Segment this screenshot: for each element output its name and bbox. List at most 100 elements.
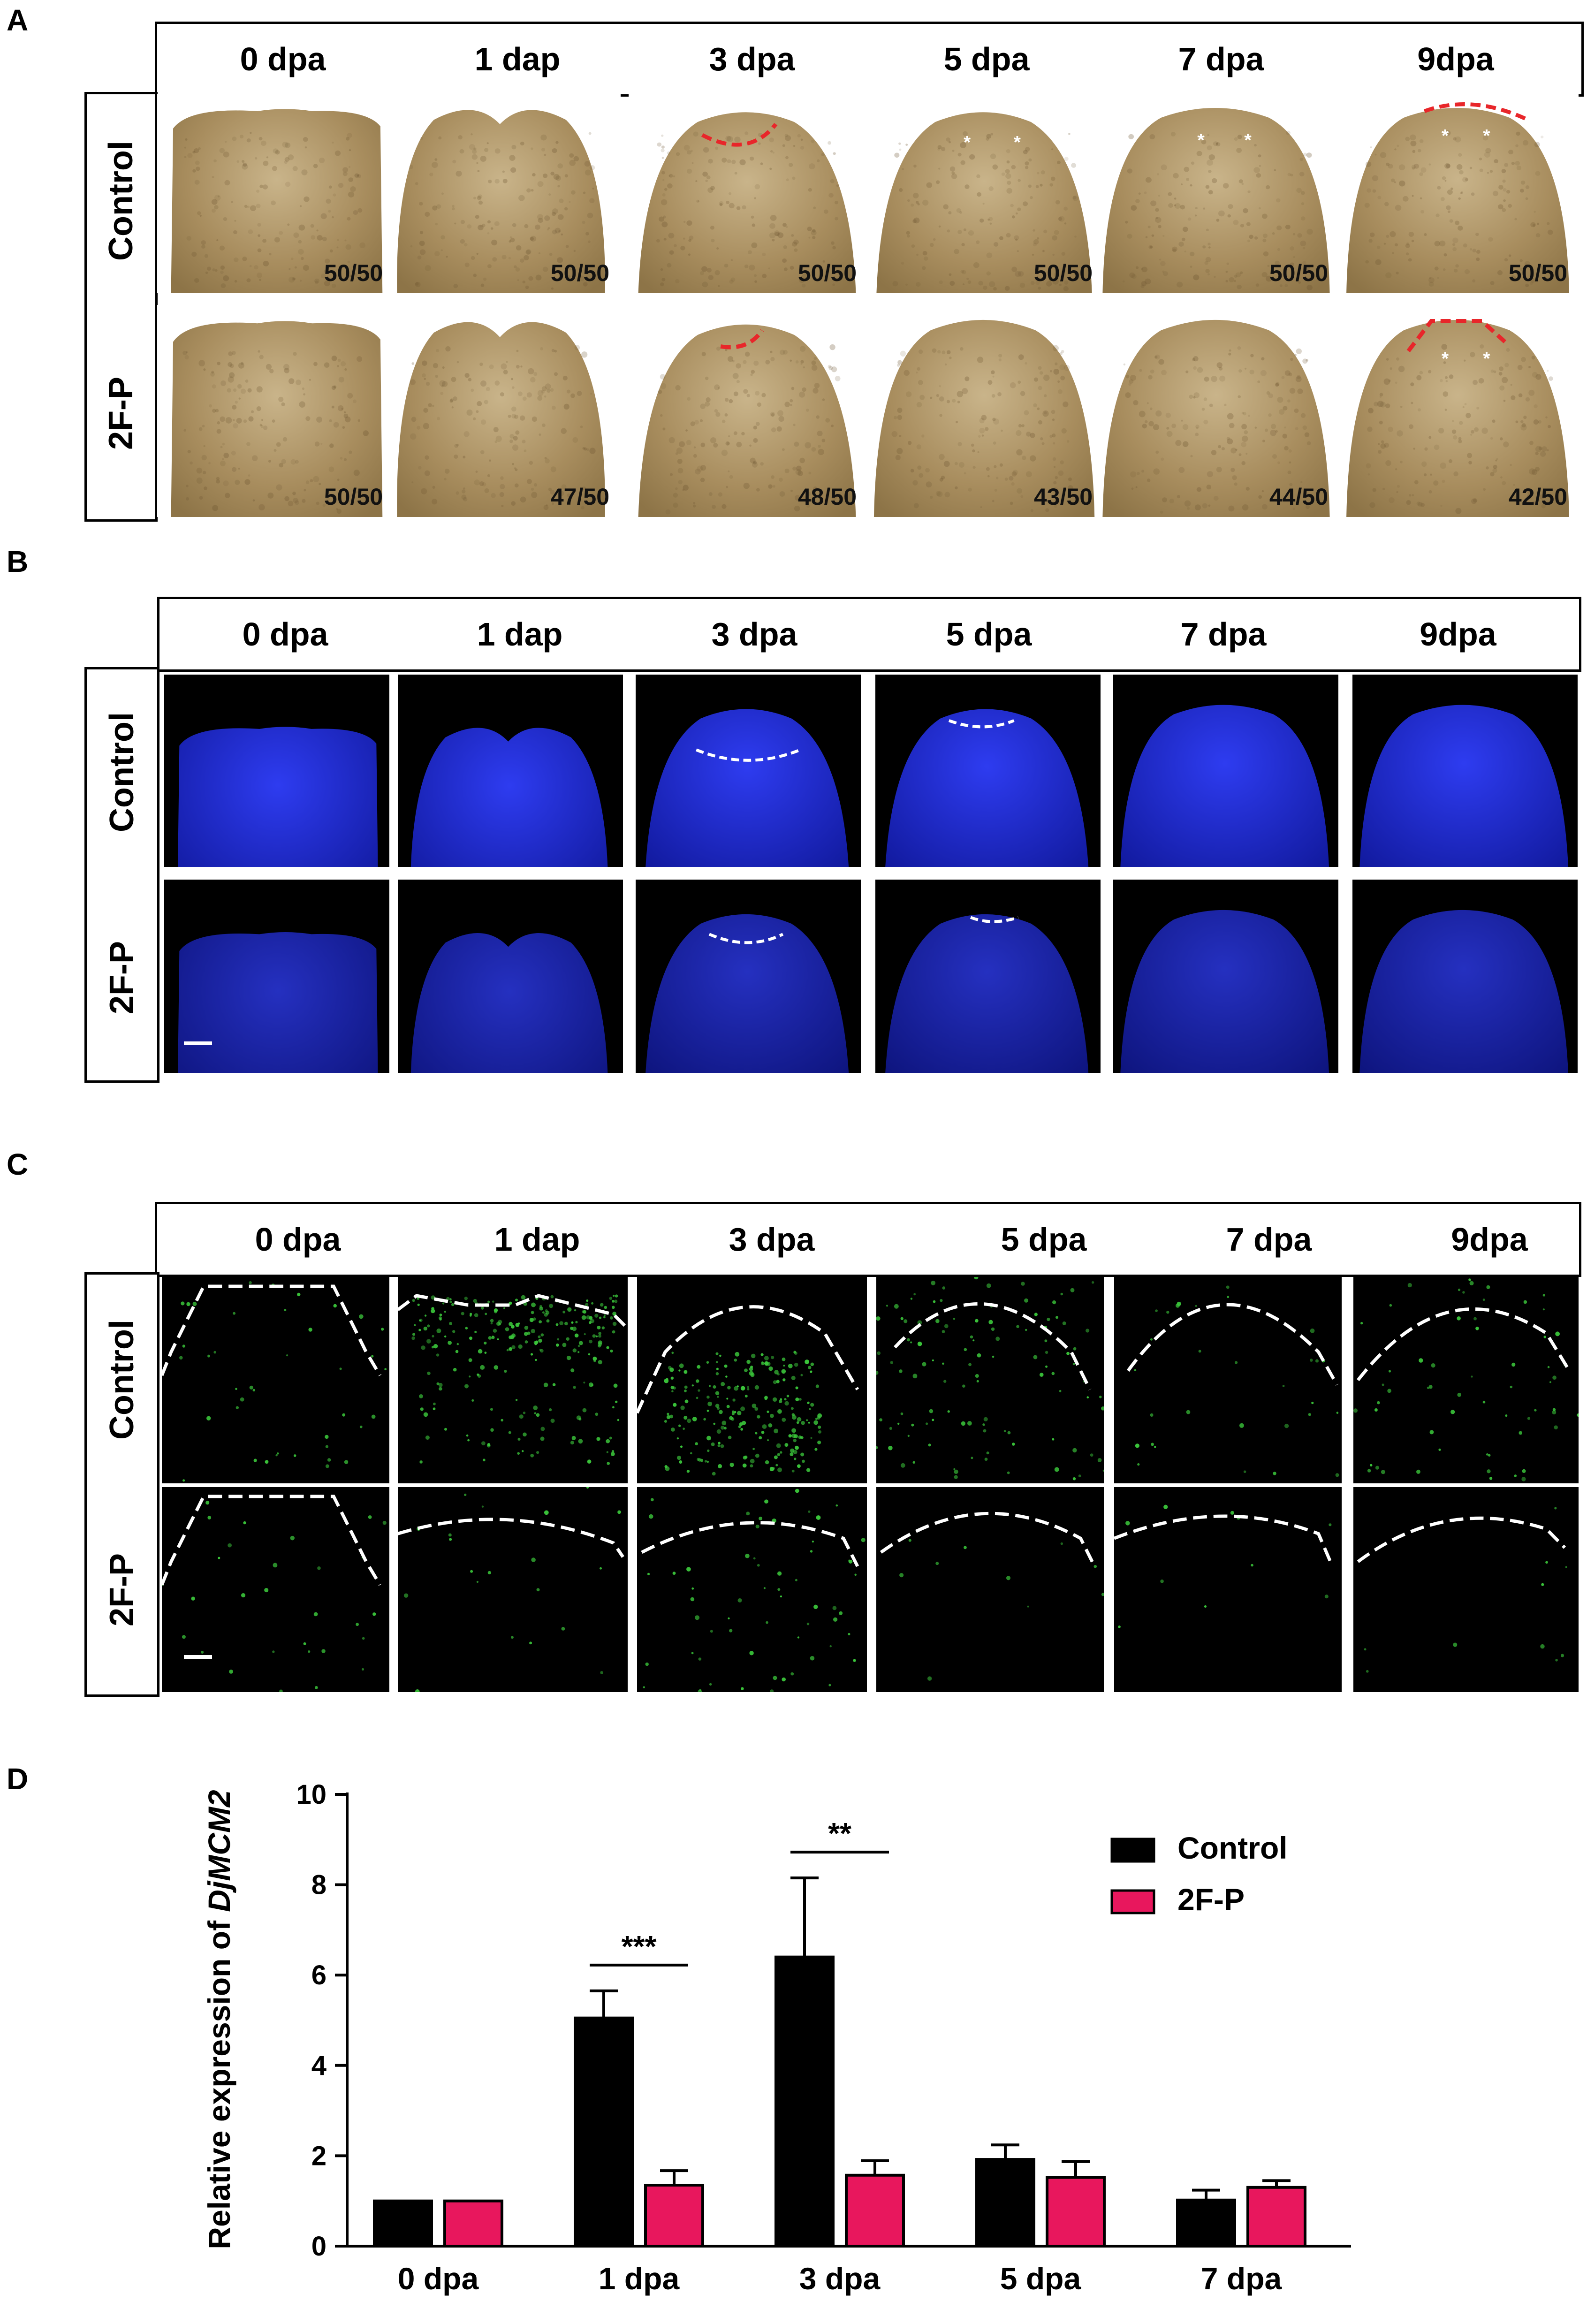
- treated-proliferation-stain-4: [1114, 1487, 1342, 1692]
- treated-proliferation-stain-1: [398, 1487, 628, 1692]
- panel-letter-b: B: [7, 545, 29, 578]
- bar-control-3: [975, 2158, 1035, 2248]
- y-axis-label-gene: DjMCM2: [202, 1790, 236, 1912]
- control-proliferation-stain-0: [162, 1277, 389, 1483]
- treated-nuclear-stain-3: [875, 880, 1101, 1073]
- bar-2f-p-2: [845, 2173, 905, 2248]
- panel-a-row-treated: 2F-P: [102, 376, 140, 450]
- panel-b-time-5: 9dpa: [1420, 616, 1496, 653]
- panel-c-time-5: 9dpa: [1451, 1221, 1528, 1258]
- svg-text:*: *: [1442, 127, 1449, 146]
- treated-nuclear-stain-2: [636, 880, 861, 1073]
- cell-count-label: 50/50: [1033, 260, 1093, 286]
- cell-count-label: 50/50: [550, 260, 609, 286]
- control-proliferation-stain-1: [398, 1277, 628, 1483]
- cell-count-label: 47/50: [550, 484, 609, 510]
- panel-c-row-control: Control: [103, 1320, 141, 1440]
- panel-a-time-4: 7 dpa: [1178, 41, 1264, 77]
- svg-text:*: *: [964, 133, 971, 152]
- treated-nuclear-stain-4: [1113, 880, 1338, 1073]
- control-brightfield-4: * * 50/50: [1095, 94, 1339, 293]
- panel-c-header: 0 dpa 1 dap 3 dpa 5 dpa 7 dpa 9dpa: [155, 1202, 1581, 1277]
- bar-control-1: [574, 2016, 634, 2248]
- treated-brightfield-3: 43/50: [867, 305, 1104, 517]
- bar-2f-p-3: [1046, 2176, 1106, 2248]
- panel-a-row-control: Control: [102, 140, 140, 261]
- svg-text:*: *: [1197, 130, 1205, 150]
- panel-c-row-treated: 2F-P: [103, 1553, 141, 1626]
- bar-control-4: [1176, 2198, 1236, 2248]
- y-tick-label: 10: [296, 1779, 327, 1810]
- significance-label: ***: [622, 1929, 657, 1963]
- significance-label: **: [828, 1816, 851, 1850]
- panel-b-time-2: 3 dpa: [711, 616, 797, 653]
- control-nuclear-stain-2: [636, 675, 861, 867]
- panel-letter-c: C: [7, 1147, 29, 1181]
- svg-text:*: *: [1244, 130, 1252, 150]
- y-tick-label: 8: [311, 1870, 327, 1900]
- cell-count-label: 50/50: [324, 260, 383, 286]
- cell-count-label: 50/50: [1508, 260, 1567, 286]
- cell-count-label: 50/50: [797, 260, 857, 286]
- y-axis-label: Relative expression of DjMCM2: [202, 1790, 236, 2249]
- panel-b-row-treated: 2F-P: [103, 941, 141, 1015]
- panel-b-time-4: 7 dpa: [1180, 616, 1267, 653]
- panel-b-header: 0 dpa 1 dap 3 dpa 5 dpa 7 dpa 9dpa: [157, 597, 1581, 672]
- treated-proliferation-stain-3: [876, 1487, 1104, 1692]
- panel-a-header: 0 dpa 1 dap 3 dpa 5 dpa 7 dpa 9dpa: [155, 22, 1584, 97]
- panel-a-time-5: 9dpa: [1417, 41, 1494, 77]
- panel-d-chart: 0 2 4 6 8 10 Relative expression of DjMCM2 0 d…: [0, 1736, 1587, 2322]
- bar-2f-p-4: [1246, 2186, 1306, 2248]
- x-tick-label-2: 3 dpa: [799, 2261, 881, 2296]
- control-proliferation-stain-2: [637, 1277, 867, 1483]
- treated-nuclear-stain-1: [398, 880, 623, 1073]
- panel-c-time-0: 0 dpa: [255, 1221, 341, 1258]
- svg-text:*: *: [1014, 133, 1021, 152]
- svg-text:*: *: [1442, 349, 1449, 369]
- control-proliferation-stain-4: [1114, 1277, 1342, 1483]
- cell-count-label: 50/50: [1269, 260, 1328, 286]
- control-nuclear-stain-5: [1352, 675, 1578, 867]
- panel-c-time-3: 5 dpa: [1001, 1221, 1087, 1258]
- cell-count-label: 43/50: [1033, 484, 1093, 510]
- treated-proliferation-stain-5: [1353, 1487, 1579, 1692]
- panel-a-time-2: 3 dpa: [709, 41, 795, 77]
- control-proliferation-stain-3: [876, 1277, 1104, 1483]
- panel-b-row-control: Control: [103, 712, 141, 832]
- cell-count-label: 42/50: [1508, 484, 1567, 510]
- treated-brightfield-1: 47/50: [384, 305, 621, 517]
- control-proliferation-stain-5: [1353, 1277, 1579, 1483]
- treated-brightfield-5: * * 42/50: [1339, 305, 1579, 517]
- treated-brightfield-0: 50/50: [157, 305, 394, 517]
- control-brightfield-1: 50/50: [384, 94, 621, 293]
- panel-c-time-4: 7 dpa: [1226, 1221, 1312, 1258]
- panel-a-time-1: 1 dap: [474, 41, 561, 77]
- legend-swatch-0: [1110, 1838, 1155, 1863]
- treated-nuclear-stain-0: [164, 880, 389, 1073]
- control-brightfield-2: 50/50: [629, 94, 868, 293]
- y-tick-label: 6: [311, 1960, 327, 1990]
- bar-control-0: [373, 2199, 433, 2248]
- panel-d-chart-svg: 0 2 4 6 8 10 Relative expression of DjMCM2 0 d…: [202, 1779, 1351, 2296]
- x-tick-label-1: 1 dpa: [599, 2261, 680, 2296]
- panel-c-time-2: 3 dpa: [729, 1221, 815, 1258]
- panel-a-row-labels: Control 2F-P: [84, 92, 158, 522]
- panel-c-time-1: 1 dap: [494, 1221, 580, 1258]
- svg-text:*: *: [1483, 349, 1490, 369]
- legend-label-1: 2F-P: [1177, 1882, 1245, 1917]
- panel-b-scale-bar: [184, 1041, 212, 1045]
- treated-proliferation-stain-2: [637, 1487, 867, 1692]
- control-nuclear-stain-3: [875, 675, 1101, 867]
- panel-b-time-3: 5 dpa: [946, 616, 1032, 653]
- panel-b-time-1: 1 dap: [477, 616, 563, 653]
- cell-count-label: 44/50: [1269, 484, 1328, 510]
- control-brightfield-5: * * 50/50: [1339, 94, 1579, 293]
- control-nuclear-stain-4: [1113, 675, 1338, 867]
- y-axis-label-prefix: Relative expression of: [202, 1912, 236, 2249]
- y-tick-label: 2: [311, 2141, 327, 2171]
- svg-text:*: *: [1483, 127, 1490, 146]
- cell-count-label: 50/50: [324, 484, 383, 510]
- x-tick-label-3: 5 dpa: [1000, 2261, 1082, 2296]
- legend-label-0: Control: [1177, 1830, 1288, 1865]
- panel-c-scale-bar: [184, 1655, 212, 1659]
